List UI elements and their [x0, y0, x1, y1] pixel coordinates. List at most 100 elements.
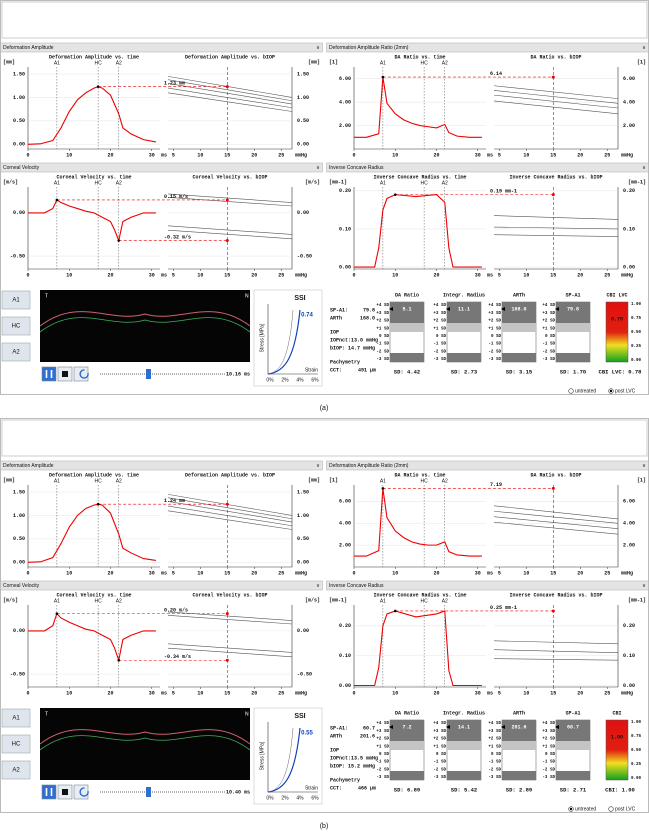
- x-tick-label: 10: [523, 690, 529, 696]
- event-label: A1: [380, 478, 386, 484]
- event-label: A2: [116, 180, 122, 186]
- y-tick-label: -0.50: [10, 671, 25, 677]
- event-label: HC: [421, 478, 429, 484]
- stat-value: 201.6: [360, 733, 375, 739]
- section-toggle: ∨: [316, 463, 320, 469]
- y-tick-label: 2.00: [339, 123, 351, 129]
- gauge-scale: +4 SD: [542, 722, 555, 726]
- view-button-label[interactable]: HC: [12, 742, 21, 748]
- gauge-scale: -2 SD: [542, 768, 555, 772]
- gauge-scale: -1 SD: [433, 343, 446, 347]
- chart-title: Inverse Concave Radius vs. bIOP: [509, 592, 602, 598]
- axis: [494, 187, 619, 270]
- peak-point: [55, 612, 59, 615]
- peak-point: [96, 85, 100, 88]
- x-unit: ms: [487, 690, 493, 696]
- x-tick-label: 20: [107, 690, 113, 696]
- player-button[interactable]: [41, 366, 57, 382]
- view-button[interactable]: [1, 316, 31, 336]
- gauge-scale: +4 SD: [376, 722, 389, 726]
- x-tick-label: 10: [197, 272, 203, 278]
- radio-label[interactable]: post LVC: [615, 806, 636, 812]
- ssi-tick: 2%: [281, 795, 289, 801]
- gauge-band: [390, 302, 424, 323]
- view-button-label[interactable]: A2: [12, 350, 20, 356]
- pause-icon: [45, 370, 53, 378]
- gauge-scale: 0 SD: [545, 753, 556, 757]
- slider-thumb[interactable]: [146, 787, 151, 797]
- x-tick-label: 15: [550, 570, 556, 576]
- view-button-label[interactable]: A1: [12, 298, 20, 304]
- view-button[interactable]: [1, 708, 31, 728]
- radio-label[interactable]: untreated: [575, 806, 596, 812]
- gauge-band: [447, 720, 481, 741]
- replay-icon: [79, 787, 89, 797]
- pachy-title: Pachymetry: [330, 777, 360, 783]
- x-tick-label: 0: [352, 690, 355, 696]
- x-tick-label: 10: [197, 152, 203, 158]
- y-tick-label: 0.20: [339, 188, 351, 194]
- x-tick-label: 0: [26, 690, 29, 696]
- player-button[interactable]: [73, 784, 89, 800]
- x-unit: mmHg: [621, 152, 633, 158]
- radio[interactable]: [568, 388, 574, 394]
- view-button-label[interactable]: HC: [12, 324, 21, 330]
- x-tick-label: 30: [149, 272, 155, 278]
- chart-title: Deformation Amplitude vs. time: [49, 472, 139, 478]
- view-button-label[interactable]: A2: [12, 768, 20, 774]
- reference-line: [493, 649, 619, 654]
- gauge-band: [447, 771, 481, 780]
- gauge-scale: +2 SD: [433, 320, 446, 324]
- view-button[interactable]: [1, 760, 31, 780]
- curve: [354, 194, 482, 268]
- gauge-scale: -1 SD: [542, 343, 555, 347]
- player-button[interactable]: [73, 366, 89, 382]
- unit-label: [mm-1]: [329, 597, 347, 603]
- radio[interactable]: [608, 806, 614, 812]
- axis: [168, 605, 293, 688]
- reference-line: [493, 226, 619, 230]
- gauge-band: [390, 720, 424, 741]
- view-button[interactable]: [1, 290, 31, 310]
- x-tick-label: 30: [149, 570, 155, 576]
- gauge-band: [556, 302, 590, 323]
- radio-label[interactable]: post LVC: [615, 388, 636, 394]
- scheimpflug-image: [40, 290, 250, 362]
- chart-title: DA Ratio vs. bIOP: [530, 472, 581, 478]
- curve: [28, 199, 156, 243]
- ssi-box: [253, 289, 323, 387]
- gauge-scale: -3 SD: [488, 358, 501, 362]
- y-tick-label: 0.50: [297, 536, 309, 542]
- radio-label[interactable]: untreated: [575, 388, 596, 394]
- gauge-scale: +1 SD: [376, 745, 389, 749]
- cornea-edge: [39, 735, 251, 751]
- x-unit: ms: [487, 272, 493, 278]
- gauge-marker: 11.1: [458, 306, 470, 312]
- event-label: HC: [95, 598, 103, 604]
- x-unit: ms: [161, 272, 167, 278]
- section-title: Inverse Concave Radius: [329, 165, 384, 171]
- gauge-scale: +1 SD: [488, 745, 501, 749]
- view-button[interactable]: [1, 734, 31, 754]
- gauge-scale: +2 SD: [433, 738, 446, 742]
- reference-line: [493, 510, 619, 524]
- x-tick-label: 10: [66, 152, 72, 158]
- y-tick-label: 1.50: [13, 489, 25, 495]
- stop-icon: [62, 371, 68, 377]
- slider-thumb[interactable]: [146, 369, 151, 379]
- gauge-marker: 79.8: [567, 306, 579, 312]
- biop-point: [225, 502, 229, 506]
- reference-line: [167, 225, 293, 235]
- axis: [168, 187, 293, 270]
- x-tick-label: 20: [433, 570, 439, 576]
- peak-point: [393, 193, 397, 196]
- player-button[interactable]: [41, 784, 57, 800]
- view-button-label[interactable]: A1: [12, 716, 20, 722]
- view-button[interactable]: [1, 342, 31, 362]
- event-label: HC: [95, 60, 103, 66]
- chart-title: DA Ratio vs. time: [394, 472, 445, 478]
- x-tick-label: 0: [26, 272, 29, 278]
- x-tick-label: 30: [475, 272, 481, 278]
- chart-title: DA Ratio vs. time: [394, 54, 445, 60]
